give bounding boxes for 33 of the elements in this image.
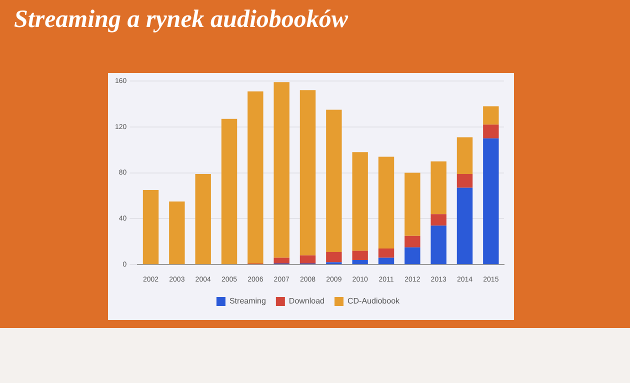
bar [430,226,446,264]
bar [352,260,368,264]
bar [378,248,394,258]
bar [456,174,473,188]
bar [248,91,264,264]
bar [169,201,185,264]
bar [430,214,446,226]
legend-label: Download [288,296,325,306]
legend-label: Streaming [229,296,266,306]
bar [142,190,159,264]
bar [378,258,394,264]
bar [195,174,211,264]
bar [326,110,342,252]
bar [404,236,420,248]
bar [352,152,368,251]
chart-title: Streaming a rynek audiobooków [14,6,348,34]
legend-label: CD-Audiobook [348,296,401,306]
bar [274,258,290,264]
bar [456,188,473,264]
bar [483,124,499,138]
bar [483,106,499,125]
bar [300,255,316,264]
bar [404,247,420,264]
bar [274,82,290,258]
bar [352,250,368,260]
bar [300,90,316,256]
bar [378,156,394,249]
bar [221,118,238,264]
bar [430,161,446,214]
bar [483,138,499,264]
bar [326,252,342,262]
bar [456,137,473,174]
bar [404,172,420,236]
